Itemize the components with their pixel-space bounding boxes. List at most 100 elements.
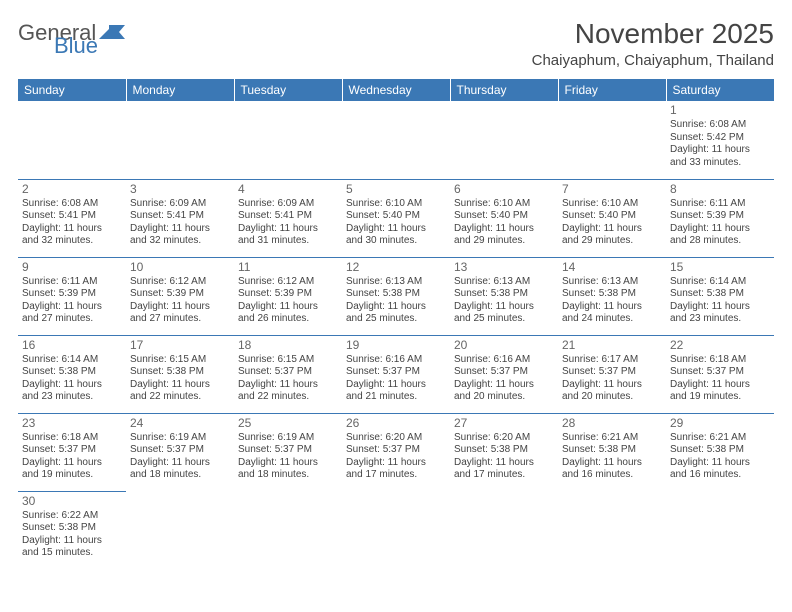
day-header: Monday bbox=[126, 79, 234, 101]
calendar-cell: 13Sunrise: 6:13 AMSunset: 5:38 PMDayligh… bbox=[450, 257, 558, 335]
day-number: 15 bbox=[670, 260, 770, 275]
calendar-cell bbox=[666, 491, 774, 569]
calendar-cell bbox=[342, 101, 450, 179]
cell-text: Sunset: 5:40 PM bbox=[562, 210, 662, 223]
calendar-cell: 18Sunrise: 6:15 AMSunset: 5:37 PMDayligh… bbox=[234, 335, 342, 413]
calendar-row: 9Sunrise: 6:11 AMSunset: 5:39 PMDaylight… bbox=[18, 257, 774, 335]
cell-text: and 27 minutes. bbox=[22, 313, 122, 326]
day-number: 1 bbox=[670, 103, 770, 118]
cell-text: Sunrise: 6:17 AM bbox=[562, 354, 662, 367]
cell-text: Sunrise: 6:18 AM bbox=[670, 354, 770, 367]
day-number: 16 bbox=[22, 338, 122, 353]
cell-text: Daylight: 11 hours bbox=[238, 457, 338, 470]
cell-text: Daylight: 11 hours bbox=[670, 144, 770, 157]
cell-text: and 22 minutes. bbox=[238, 391, 338, 404]
cell-text: Sunset: 5:40 PM bbox=[346, 210, 446, 223]
calendar-cell: 30Sunrise: 6:22 AMSunset: 5:38 PMDayligh… bbox=[18, 491, 126, 569]
cell-text: Sunrise: 6:10 AM bbox=[346, 198, 446, 211]
cell-text: and 23 minutes. bbox=[22, 391, 122, 404]
cell-text: Sunrise: 6:15 AM bbox=[130, 354, 230, 367]
day-number: 17 bbox=[130, 338, 230, 353]
title-block: November 2025 Chaiyaphum, Chaiyaphum, Th… bbox=[532, 18, 774, 69]
calendar-cell: 28Sunrise: 6:21 AMSunset: 5:38 PMDayligh… bbox=[558, 413, 666, 491]
cell-text: Sunrise: 6:13 AM bbox=[454, 276, 554, 289]
cell-text: and 25 minutes. bbox=[454, 313, 554, 326]
cell-text: Daylight: 11 hours bbox=[346, 457, 446, 470]
cell-text: Sunset: 5:37 PM bbox=[130, 444, 230, 457]
cell-text: Sunrise: 6:12 AM bbox=[238, 276, 338, 289]
cell-text: Daylight: 11 hours bbox=[238, 223, 338, 236]
calendar-cell bbox=[18, 101, 126, 179]
cell-text: Daylight: 11 hours bbox=[562, 379, 662, 392]
cell-text: Sunset: 5:38 PM bbox=[346, 288, 446, 301]
calendar-cell: 17Sunrise: 6:15 AMSunset: 5:38 PMDayligh… bbox=[126, 335, 234, 413]
cell-text: Sunrise: 6:19 AM bbox=[130, 432, 230, 445]
day-number: 6 bbox=[454, 182, 554, 197]
cell-text: Sunrise: 6:21 AM bbox=[670, 432, 770, 445]
cell-text: Daylight: 11 hours bbox=[454, 301, 554, 314]
calendar-cell bbox=[558, 491, 666, 569]
day-number: 22 bbox=[670, 338, 770, 353]
logo: General Blue bbox=[18, 24, 127, 55]
cell-text: and 19 minutes. bbox=[670, 391, 770, 404]
calendar-cell: 2Sunrise: 6:08 AMSunset: 5:41 PMDaylight… bbox=[18, 179, 126, 257]
cell-text: Sunset: 5:41 PM bbox=[238, 210, 338, 223]
cell-text: and 29 minutes. bbox=[454, 235, 554, 248]
cell-text: Sunrise: 6:08 AM bbox=[670, 119, 770, 132]
day-number: 14 bbox=[562, 260, 662, 275]
cell-text: Sunset: 5:39 PM bbox=[670, 210, 770, 223]
cell-text: Sunset: 5:38 PM bbox=[22, 366, 122, 379]
calendar-cell: 8Sunrise: 6:11 AMSunset: 5:39 PMDaylight… bbox=[666, 179, 774, 257]
calendar-cell: 19Sunrise: 6:16 AMSunset: 5:37 PMDayligh… bbox=[342, 335, 450, 413]
cell-text: Sunset: 5:37 PM bbox=[346, 444, 446, 457]
calendar-cell: 27Sunrise: 6:20 AMSunset: 5:38 PMDayligh… bbox=[450, 413, 558, 491]
logo-text-blue: Blue bbox=[54, 37, 127, 56]
calendar-cell: 6Sunrise: 6:10 AMSunset: 5:40 PMDaylight… bbox=[450, 179, 558, 257]
calendar-cell: 1Sunrise: 6:08 AMSunset: 5:42 PMDaylight… bbox=[666, 101, 774, 179]
calendar-cell: 21Sunrise: 6:17 AMSunset: 5:37 PMDayligh… bbox=[558, 335, 666, 413]
cell-text: and 18 minutes. bbox=[238, 469, 338, 482]
calendar-cell: 22Sunrise: 6:18 AMSunset: 5:37 PMDayligh… bbox=[666, 335, 774, 413]
calendar-cell: 26Sunrise: 6:20 AMSunset: 5:37 PMDayligh… bbox=[342, 413, 450, 491]
cell-text: and 17 minutes. bbox=[454, 469, 554, 482]
cell-text: and 25 minutes. bbox=[346, 313, 446, 326]
cell-text: and 21 minutes. bbox=[346, 391, 446, 404]
cell-text: Daylight: 11 hours bbox=[346, 223, 446, 236]
calendar-head: SundayMondayTuesdayWednesdayThursdayFrid… bbox=[18, 79, 774, 101]
cell-text: Sunrise: 6:14 AM bbox=[22, 354, 122, 367]
day-number: 18 bbox=[238, 338, 338, 353]
cell-text: Sunrise: 6:16 AM bbox=[346, 354, 446, 367]
cell-text: Sunset: 5:40 PM bbox=[454, 210, 554, 223]
day-number: 2 bbox=[22, 182, 122, 197]
cell-text: Sunset: 5:38 PM bbox=[670, 444, 770, 457]
cell-text: and 32 minutes. bbox=[22, 235, 122, 248]
calendar-cell: 23Sunrise: 6:18 AMSunset: 5:37 PMDayligh… bbox=[18, 413, 126, 491]
day-number: 24 bbox=[130, 416, 230, 431]
day-number: 29 bbox=[670, 416, 770, 431]
location-text: Chaiyaphum, Chaiyaphum, Thailand bbox=[532, 52, 774, 69]
cell-text: Sunrise: 6:13 AM bbox=[562, 276, 662, 289]
cell-text: Daylight: 11 hours bbox=[22, 379, 122, 392]
day-header: Wednesday bbox=[342, 79, 450, 101]
calendar-cell: 11Sunrise: 6:12 AMSunset: 5:39 PMDayligh… bbox=[234, 257, 342, 335]
day-number: 9 bbox=[22, 260, 122, 275]
cell-text: Daylight: 11 hours bbox=[22, 223, 122, 236]
day-number: 5 bbox=[346, 182, 446, 197]
cell-text: Sunset: 5:38 PM bbox=[562, 288, 662, 301]
cell-text: and 29 minutes. bbox=[562, 235, 662, 248]
cell-text: Daylight: 11 hours bbox=[22, 457, 122, 470]
day-number: 26 bbox=[346, 416, 446, 431]
day-number: 25 bbox=[238, 416, 338, 431]
cell-text: Daylight: 11 hours bbox=[454, 223, 554, 236]
cell-text: Sunrise: 6:16 AM bbox=[454, 354, 554, 367]
calendar-cell: 29Sunrise: 6:21 AMSunset: 5:38 PMDayligh… bbox=[666, 413, 774, 491]
calendar-cell: 14Sunrise: 6:13 AMSunset: 5:38 PMDayligh… bbox=[558, 257, 666, 335]
cell-text: Sunrise: 6:21 AM bbox=[562, 432, 662, 445]
cell-text: and 23 minutes. bbox=[670, 313, 770, 326]
day-number: 30 bbox=[22, 494, 122, 509]
cell-text: Daylight: 11 hours bbox=[238, 379, 338, 392]
calendar-table: SundayMondayTuesdayWednesdayThursdayFrid… bbox=[18, 79, 774, 569]
cell-text: Sunrise: 6:11 AM bbox=[670, 198, 770, 211]
day-number: 8 bbox=[670, 182, 770, 197]
cell-text: Sunrise: 6:10 AM bbox=[454, 198, 554, 211]
